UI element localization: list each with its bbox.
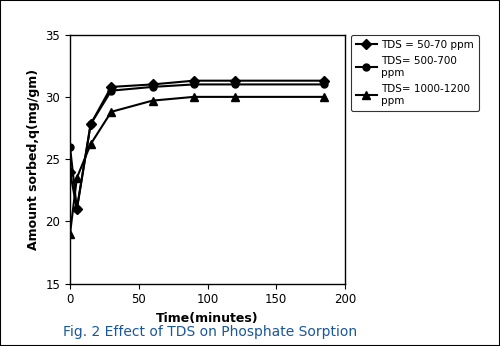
TDS= 1000-1200
ppm xyxy=(232,95,238,99)
TDS= 1000-1200
ppm xyxy=(191,95,197,99)
Y-axis label: Amount sorbed,q(mg/gm): Amount sorbed,q(mg/gm) xyxy=(27,69,40,250)
TDS= 500-700
ppm xyxy=(88,122,94,126)
TDS= 1000-1200
ppm xyxy=(88,142,94,146)
Text: Fig. 2 Effect of TDS on Phosphate Sorption: Fig. 2 Effect of TDS on Phosphate Sorpti… xyxy=(63,325,357,339)
Line: TDS = 50-70 ppm: TDS = 50-70 ppm xyxy=(66,77,328,212)
TDS = 50-70 ppm xyxy=(67,170,73,174)
TDS = 50-70 ppm xyxy=(108,85,114,89)
TDS= 1000-1200
ppm xyxy=(67,232,73,236)
TDS = 50-70 ppm xyxy=(232,79,238,83)
TDS= 500-700
ppm xyxy=(191,82,197,86)
TDS= 1000-1200
ppm xyxy=(74,176,80,180)
Line: TDS= 1000-1200
ppm: TDS= 1000-1200 ppm xyxy=(66,93,328,238)
X-axis label: Time(minutes): Time(minutes) xyxy=(156,312,259,325)
TDS= 500-700
ppm xyxy=(108,89,114,93)
TDS = 50-70 ppm xyxy=(150,82,156,86)
TDS= 1000-1200
ppm xyxy=(108,110,114,114)
TDS = 50-70 ppm xyxy=(191,79,197,83)
TDS= 500-700
ppm xyxy=(232,82,238,86)
TDS= 500-700
ppm xyxy=(150,85,156,89)
TDS = 50-70 ppm xyxy=(322,79,328,83)
TDS= 1000-1200
ppm xyxy=(322,95,328,99)
Legend: TDS = 50-70 ppm, TDS= 500-700
ppm, TDS= 1000-1200
ppm: TDS = 50-70 ppm, TDS= 500-700 ppm, TDS= … xyxy=(350,35,478,111)
TDS= 1000-1200
ppm xyxy=(150,99,156,103)
TDS = 50-70 ppm xyxy=(88,122,94,126)
TDS= 500-700
ppm xyxy=(67,145,73,149)
TDS= 500-700
ppm xyxy=(322,82,328,86)
Line: TDS= 500-700
ppm: TDS= 500-700 ppm xyxy=(66,81,328,212)
TDS = 50-70 ppm xyxy=(74,207,80,211)
TDS= 500-700
ppm xyxy=(74,207,80,211)
